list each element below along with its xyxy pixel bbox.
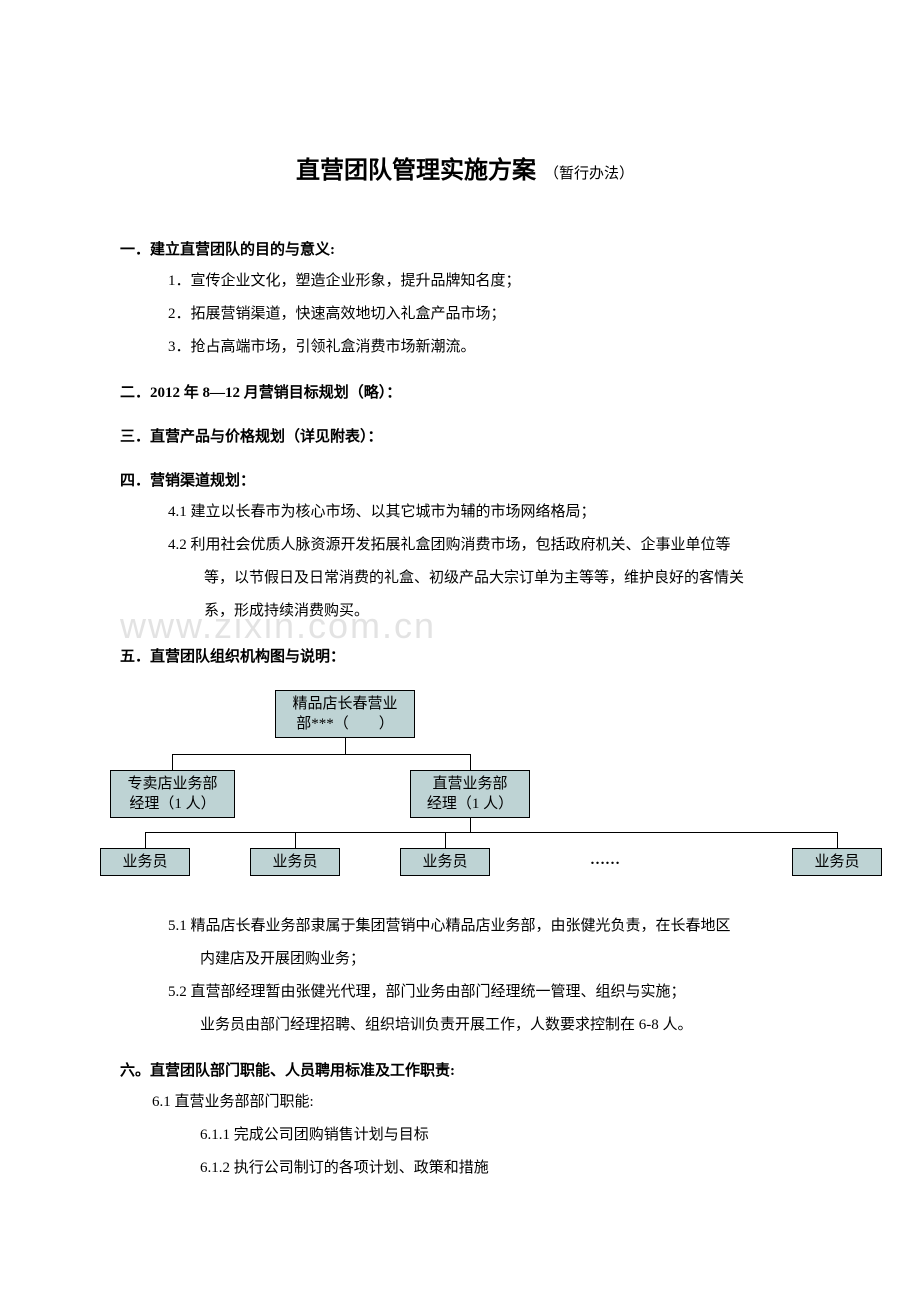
section-4-item-42a: 4.2 利用社会优质人脉资源开发拓展礼盒团购消费市场，包括政府机关、企事业单位等 [120, 529, 810, 562]
section-1-head: 一．建立直营团队的目的与意义: [120, 235, 810, 265]
section-4-head: 四．营销渠道规划： [120, 466, 810, 496]
section-1-item-2: 2．拓展营销渠道，快速高效地切入礼盒产品市场； [120, 298, 810, 331]
section-4-item-42b: 等，以节假日及日常消费的礼盒、初级产品大宗订单为主等等，维护良好的客情关 [120, 562, 810, 595]
org-top-line2: 部***（ ） [296, 714, 394, 734]
org-leaf-box-1: 业务员 [100, 848, 190, 876]
org-leaf-box-2: 业务员 [250, 848, 340, 876]
org-dots: …… [590, 852, 620, 869]
org-line [172, 754, 173, 770]
org-leaf-box-3: 业务员 [400, 848, 490, 876]
section-5-item-51b: 内建店及开展团购业务； [120, 943, 810, 976]
section-6-item-612: 6.1.2 执行公司制订的各项计划、政策和措施 [120, 1152, 810, 1185]
section-1-item-1: 1．宣传企业文化，塑造企业形象，提升品牌知名度； [120, 265, 810, 298]
org-top-line1: 精品店长春营业 [292, 694, 397, 714]
section-5-item-52a: 5.2 直营部经理暂由张健光代理，部门业务由部门经理统一管理、组织与实施； [120, 976, 810, 1009]
section-4-item-42c: 系，形成持续消费购买。 [120, 595, 810, 628]
org-leaf-3: 业务员 [422, 852, 467, 872]
title-row: 直营团队管理实施方案 （暂行办法） [120, 150, 810, 185]
org-leaf-1: 业务员 [122, 852, 167, 872]
section-2-head: 二．2012 年 8—12 月营销目标规划（略）： [120, 378, 810, 408]
org-mid-left-line2: 经理（1 人） [129, 794, 215, 814]
org-top-box: 精品店长春营业 部***（ ） [275, 690, 415, 738]
org-line [145, 832, 837, 833]
org-line [470, 818, 471, 832]
org-mid-left-line1: 专卖店业务部 [127, 774, 217, 794]
section-6-item-61: 6.1 直营业务部部门职能: [120, 1086, 810, 1119]
org-line [837, 832, 838, 848]
org-line [145, 832, 146, 848]
org-line [295, 832, 296, 848]
org-mid-right-line1: 直营业务部 [432, 774, 507, 794]
org-line [445, 832, 446, 848]
org-mid-left-box: 专卖店业务部 经理（1 人） [110, 770, 235, 818]
org-mid-right-box: 直营业务部 经理（1 人） [410, 770, 530, 818]
section-4-item-41: 4.1 建立以长春市为核心市场、以其它城市为辅的市场网络格局； [120, 496, 810, 529]
section-1-item-3: 3．抢占高端市场，引领礼盒消费市场新潮流。 [120, 331, 810, 364]
section-5-head: 五．直营团队组织机构图与说明： [120, 642, 810, 672]
org-line [345, 738, 346, 754]
org-leaf-box-4: 业务员 [792, 848, 882, 876]
org-line [470, 754, 471, 770]
section-6-item-611: 6.1.1 完成公司团购销售计划与目标 [120, 1119, 810, 1152]
org-line [172, 754, 470, 755]
org-leaf-4: 业务员 [814, 852, 859, 872]
section-5-item-51a: 5.1 精品店长春业务部隶属于集团营销中心精品店业务部，由张健光负责，在长春地区 [120, 910, 810, 943]
org-leaf-2: 业务员 [272, 852, 317, 872]
title-sub: （暂行办法） [544, 166, 634, 182]
section-6-head: 六。直营团队部门职能、人员聘用标准及工作职责: [120, 1056, 810, 1086]
section-3-head: 三．直营产品与价格规划（详见附表）： [120, 422, 810, 452]
org-mid-right-line2: 经理（1 人） [427, 794, 513, 814]
title-main: 直营团队管理实施方案 [296, 158, 536, 184]
section-5-item-52b: 业务员由部门经理招聘、组织培训负责开展工作，人数要求控制在 6-8 人。 [120, 1009, 810, 1042]
document-page: 直营团队管理实施方案 （暂行办法） 一．建立直营团队的目的与意义: 1．宣传企业… [0, 0, 920, 1245]
org-chart: 精品店长春营业 部***（ ） 专卖店业务部 经理（1 人） 直营业务部 经理（… [100, 690, 880, 890]
